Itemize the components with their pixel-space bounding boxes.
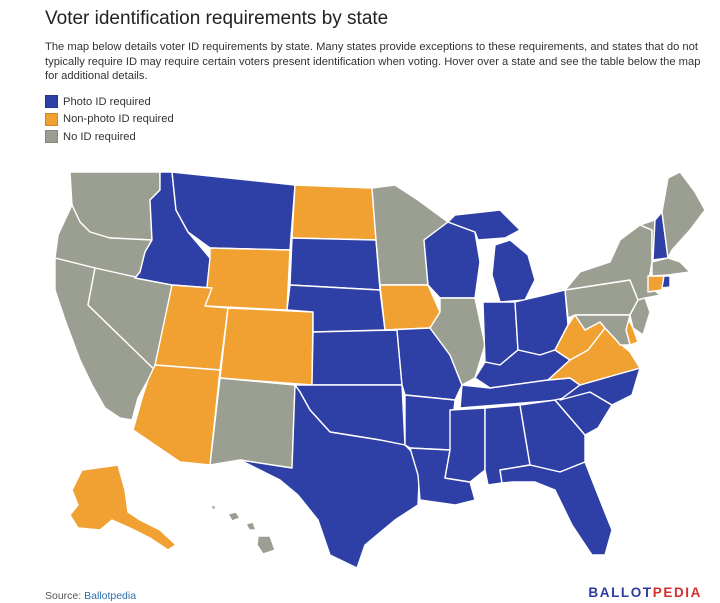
legend-label-photo: Photo ID required [63, 95, 151, 108]
legend-item-photo: Photo ID required [45, 93, 174, 111]
legend-item-none: No ID required [45, 128, 174, 146]
logo-part-pedia: PEDIA [652, 585, 702, 600]
state-tx[interactable] [239, 384, 421, 569]
state-ms[interactable] [444, 407, 486, 483]
state-wi[interactable] [423, 221, 481, 299]
legend-label-none: No ID required [63, 130, 136, 143]
state-ri[interactable] [661, 275, 671, 289]
state-ct[interactable] [647, 275, 665, 293]
state-ks[interactable] [311, 329, 403, 386]
state-hi[interactable] [209, 504, 276, 555]
state-az[interactable] [132, 364, 221, 466]
legend-label-nonphoto: Non-photo ID required [63, 113, 174, 126]
page-title: Voter identification requirements by sta… [45, 8, 389, 29]
state-sd[interactable] [289, 237, 381, 291]
state-co[interactable] [219, 307, 314, 386]
state-mi[interactable] [447, 209, 536, 303]
state-wy[interactable] [204, 247, 291, 311]
source-prefix: Source: [45, 590, 85, 602]
state-nd[interactable] [291, 184, 377, 241]
legend-swatch-photo [45, 95, 58, 109]
state-md[interactable] [574, 314, 631, 346]
state-vt[interactable] [639, 219, 656, 263]
source-credit: Source: Ballotpedia [45, 590, 136, 602]
us-state-map [54, 171, 706, 569]
state-ia[interactable] [379, 284, 441, 331]
state-ar[interactable] [404, 394, 456, 451]
state-fl[interactable] [499, 461, 613, 556]
logo-part-ballot: BALLOT [588, 585, 653, 600]
legend-item-nonphoto: Non-photo ID required [45, 111, 174, 129]
map-description: The map below details voter ID requireme… [45, 41, 701, 82]
source-link[interactable]: Ballotpedia [84, 590, 137, 602]
state-nm[interactable] [209, 377, 296, 469]
ballotpedia-logo: BALLOTPEDIA [588, 585, 702, 600]
legend-swatch-nonphoto [45, 112, 58, 126]
state-me[interactable] [661, 171, 706, 259]
legend-swatch-none [45, 130, 58, 144]
state-ak[interactable] [69, 464, 177, 551]
state-ma[interactable] [651, 257, 691, 277]
legend: Photo ID required Non-photo ID required … [45, 93, 174, 146]
